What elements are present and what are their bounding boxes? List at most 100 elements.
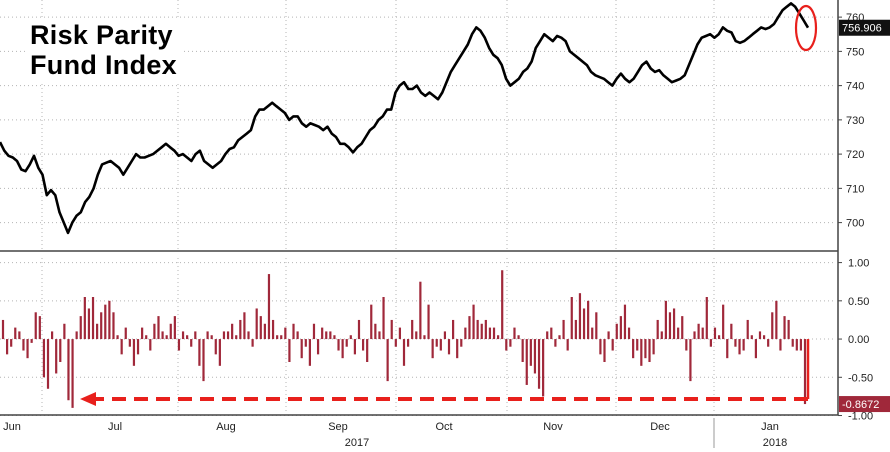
bar	[75, 331, 78, 340]
bar	[746, 319, 749, 340]
bar	[685, 339, 688, 351]
bar	[263, 323, 266, 340]
bar	[726, 339, 729, 359]
bar	[705, 297, 708, 340]
bar	[505, 339, 508, 351]
bar	[619, 316, 622, 340]
bar	[677, 327, 680, 340]
bar	[169, 323, 172, 340]
bar	[308, 339, 311, 366]
bar	[668, 312, 672, 340]
bar	[10, 339, 13, 347]
bar	[239, 319, 242, 340]
bar	[321, 327, 324, 340]
bar	[546, 331, 549, 340]
daily-change-bars	[1, 270, 807, 408]
bar	[116, 335, 119, 340]
bar	[141, 327, 144, 340]
bar	[206, 331, 209, 340]
bar	[558, 335, 561, 340]
bar	[537, 339, 541, 389]
bar	[136, 339, 140, 355]
bar	[738, 339, 741, 355]
y-tick-label: 700	[846, 218, 864, 230]
bar	[542, 339, 545, 397]
bar	[607, 331, 610, 340]
bar	[595, 312, 598, 340]
bar	[640, 339, 643, 366]
x-month-label: Jul	[108, 421, 122, 433]
bar	[562, 319, 565, 340]
bar	[165, 335, 168, 340]
bar	[750, 335, 753, 340]
bar	[374, 323, 377, 340]
bar	[550, 327, 553, 340]
bar	[51, 331, 54, 340]
last-bar-badge	[839, 396, 890, 413]
bar	[231, 323, 234, 340]
bar	[194, 331, 197, 340]
bar	[46, 339, 50, 389]
bar	[361, 339, 365, 351]
bar	[660, 331, 663, 340]
bar	[79, 316, 82, 340]
annotations	[80, 4, 818, 406]
x-month-label: Oct	[435, 421, 452, 433]
bar	[779, 339, 782, 351]
bar	[484, 319, 487, 340]
bar	[701, 327, 704, 340]
y-tick-label: -0.50	[848, 372, 873, 384]
bar	[582, 308, 586, 340]
bar	[730, 323, 733, 340]
bar	[587, 300, 590, 340]
x-year-label: 2018	[763, 437, 787, 449]
bar	[108, 300, 111, 340]
bar	[758, 331, 762, 340]
bar	[791, 339, 794, 347]
bar	[693, 331, 696, 340]
x-month-label: Aug	[216, 421, 236, 433]
bar	[5, 339, 9, 355]
bar	[149, 339, 152, 351]
bar	[357, 319, 361, 340]
bar	[652, 339, 655, 355]
bar	[775, 300, 778, 340]
bar	[411, 319, 414, 340]
bar	[656, 319, 659, 340]
bar	[341, 339, 344, 359]
bar	[190, 339, 193, 347]
bar	[300, 339, 303, 359]
bar	[71, 339, 74, 408]
bar	[644, 339, 647, 359]
bar	[243, 312, 246, 340]
bar	[615, 323, 618, 340]
y-tick-label: 750	[846, 46, 864, 58]
bar	[292, 323, 295, 340]
bar	[447, 339, 451, 355]
bar	[34, 312, 37, 340]
bar	[509, 339, 512, 347]
bar	[488, 327, 492, 340]
bar	[218, 339, 221, 366]
bar	[329, 331, 332, 340]
bar	[689, 339, 692, 382]
bar	[492, 327, 496, 340]
y-tick-label: 0.00	[848, 334, 869, 346]
x-month-label: Dec	[650, 421, 670, 433]
bar	[157, 316, 160, 340]
bar	[173, 316, 176, 340]
bar	[427, 304, 430, 340]
bar	[370, 304, 373, 340]
y-tick-label: 730	[846, 115, 864, 127]
bar	[521, 339, 524, 362]
bar	[251, 339, 254, 347]
bar	[337, 339, 340, 351]
bar	[83, 297, 86, 340]
bar	[591, 327, 594, 340]
chart-title: Risk Parity Fund Index	[26, 18, 181, 82]
bar	[1, 319, 5, 340]
bar	[554, 339, 557, 347]
bar	[578, 293, 582, 340]
bar	[497, 335, 500, 340]
